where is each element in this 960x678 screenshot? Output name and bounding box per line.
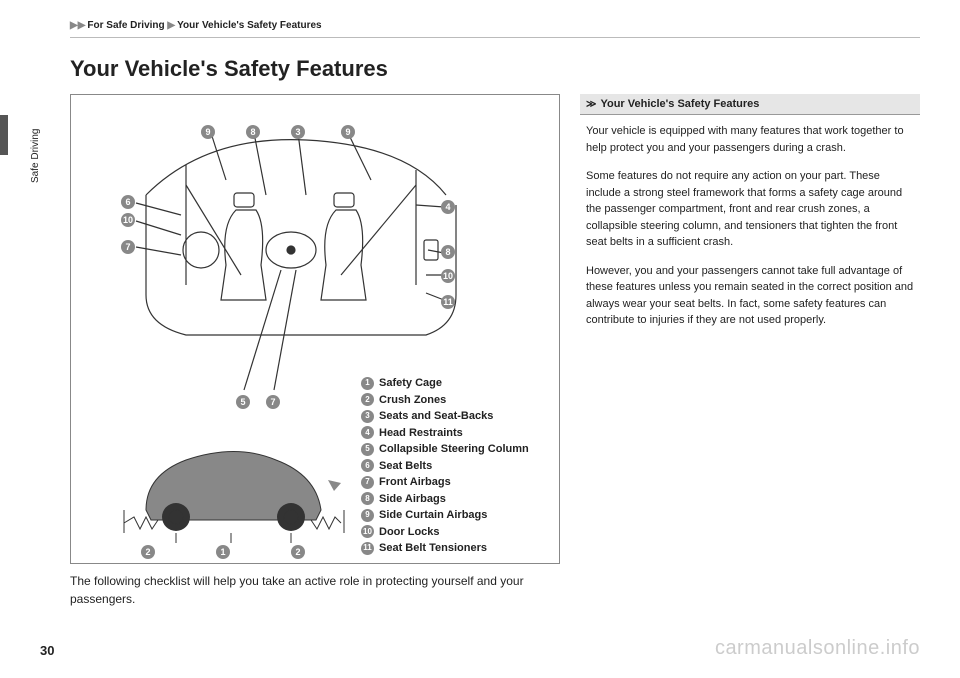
legend-row: 6 Seat Belts — [361, 458, 529, 475]
legend-label: Side Curtain Airbags — [379, 507, 487, 524]
safety-features-figure: 9 8 3 9 6 10 7 4 8 10 11 5 7 2 1 2 1 Safety Cage 2 Crush Z… — [70, 94, 560, 564]
legend-row: 8 Side Airbags — [361, 491, 529, 508]
figure-caption: The following checklist will help you ta… — [70, 572, 560, 608]
watermark: carmanualsonline.info — [715, 637, 920, 660]
breadcrumb-part2: Your Vehicle's Safety Features — [177, 20, 321, 31]
sidebar-header-text: Your Vehicle's Safety Features — [600, 98, 759, 110]
side-profile-drawing — [116, 435, 366, 555]
sidebar-paragraph: Your vehicle is equipped with many featu… — [586, 123, 914, 156]
sidebar-paragraph: Some features do not require any action … — [586, 168, 914, 251]
callout-number: 3 — [291, 125, 305, 139]
legend-row: 1 Safety Cage — [361, 375, 529, 392]
legend-label: Front Airbags — [379, 474, 451, 491]
legend-number: 2 — [361, 393, 374, 406]
content-columns: 9 8 3 9 6 10 7 4 8 10 11 5 7 2 1 2 1 Safety Cage 2 Crush Z… — [70, 94, 920, 608]
legend-label: Side Airbags — [379, 491, 446, 508]
page: ▶▶For Safe Driving ▶Your Vehicle's Safet… — [0, 0, 960, 678]
callout-number: 1 — [216, 545, 230, 559]
legend-number: 5 — [361, 443, 374, 456]
callout-number: 2 — [141, 545, 155, 559]
legend-number: 11 — [361, 542, 374, 555]
breadcrumb-part1: For Safe Driving — [87, 20, 164, 31]
legend-row: 5 Collapsible Steering Column — [361, 441, 529, 458]
page-title: Your Vehicle's Safety Features — [70, 56, 920, 82]
legend-label: Seat Belt Tensioners — [379, 540, 487, 557]
callout-number: 8 — [441, 245, 455, 259]
legend-row: 4 Head Restraints — [361, 425, 529, 442]
callout-number: 9 — [201, 125, 215, 139]
side-tab-bar — [0, 115, 8, 155]
legend-row: 3 Seats and Seat-Backs — [361, 408, 529, 425]
legend-row: 9 Side Curtain Airbags — [361, 507, 529, 524]
side-tab: Safe Driving — [0, 115, 20, 215]
legend-row: 10 Door Locks — [361, 524, 529, 541]
page-number: 30 — [40, 643, 54, 658]
callout-number: 4 — [441, 200, 455, 214]
right-column: ≫ Your Vehicle's Safety Features Your ve… — [580, 94, 920, 608]
figure-legend: 1 Safety Cage 2 Crush Zones 3 Seats and Seat-… — [361, 375, 529, 557]
callout-number: 9 — [341, 125, 355, 139]
legend-number: 8 — [361, 492, 374, 505]
legend-number: 4 — [361, 426, 374, 439]
legend-label: Door Locks — [379, 524, 440, 541]
callout-number: 8 — [246, 125, 260, 139]
side-tab-label: Safe Driving — [30, 129, 41, 183]
legend-label: Seats and Seat-Backs — [379, 408, 493, 425]
breadcrumb-arrow-icon: ▶ — [167, 20, 175, 31]
legend-label: Seat Belts — [379, 458, 432, 475]
legend-label: Head Restraints — [379, 425, 463, 442]
breadcrumb-arrow-icon: ▶▶ — [70, 20, 85, 31]
legend-label: Crush Zones — [379, 392, 446, 409]
legend-number: 6 — [361, 459, 374, 472]
legend-label: Collapsible Steering Column — [379, 441, 529, 458]
legend-number: 7 — [361, 476, 374, 489]
callout-number: 7 — [266, 395, 280, 409]
arrow-icon — [328, 480, 341, 491]
callout-number: 11 — [441, 295, 455, 309]
legend-number: 9 — [361, 509, 374, 522]
breadcrumb: ▶▶For Safe Driving ▶Your Vehicle's Safet… — [70, 20, 920, 38]
info-icon: ≫ — [586, 99, 596, 110]
callout-number: 7 — [121, 240, 135, 254]
sidebar-header: ≫ Your Vehicle's Safety Features — [580, 94, 920, 115]
legend-row: 7 Front Airbags — [361, 474, 529, 491]
legend-number: 1 — [361, 377, 374, 390]
legend-row: 2 Crush Zones — [361, 392, 529, 409]
legend-number: 3 — [361, 410, 374, 423]
callout-number: 5 — [236, 395, 250, 409]
callout-number: 10 — [121, 213, 135, 227]
callout-number: 10 — [441, 269, 455, 283]
callout-number: 2 — [291, 545, 305, 559]
callout-number: 6 — [121, 195, 135, 209]
legend-number: 10 — [361, 525, 374, 538]
interior-cutaway-drawing — [126, 125, 486, 405]
sidebar-body: Your vehicle is equipped with many featu… — [580, 115, 920, 349]
sidebar-paragraph: However, you and your passengers cannot … — [586, 263, 914, 329]
legend-row: 11 Seat Belt Tensioners — [361, 540, 529, 557]
left-column: 9 8 3 9 6 10 7 4 8 10 11 5 7 2 1 2 1 Safety Cage 2 Crush Z… — [70, 94, 560, 608]
legend-label: Safety Cage — [379, 375, 442, 392]
